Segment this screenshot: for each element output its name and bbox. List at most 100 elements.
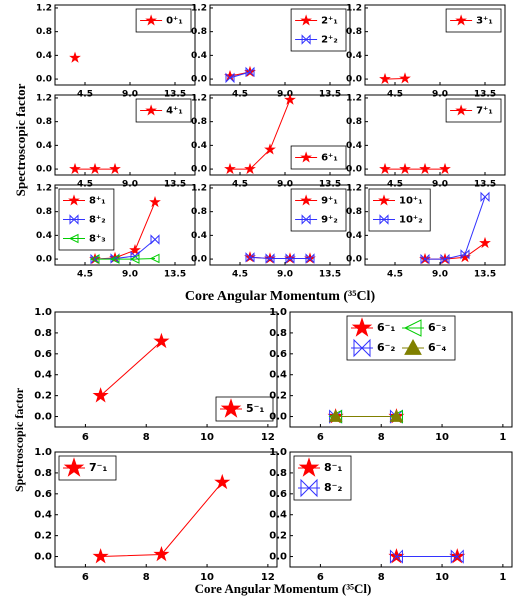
y-tick-label: 0.8: [36, 27, 52, 37]
plot-frame: [54, 184, 196, 266]
y-tick-label: 0.8: [36, 117, 52, 127]
marker-triangle-up: [328, 409, 343, 422]
marker-triangle-left: [68, 233, 79, 244]
x-tick-label: 9.0: [277, 270, 293, 280]
y-tick-label: 0.4: [34, 510, 52, 521]
y-tick-label: 0.2: [269, 391, 287, 402]
marker-cross: [440, 253, 450, 265]
marker-star: [300, 194, 312, 206]
y-tick-label: 0.2: [34, 391, 52, 402]
y-tick-label: 1.2: [346, 3, 362, 13]
legend-box: [135, 8, 192, 33]
legend-box: [293, 455, 352, 501]
plot-frame: [54, 94, 196, 176]
series-line: [100, 481, 223, 558]
y-tick-label: 0.4: [346, 141, 362, 151]
legend-label: 5⁻₁: [246, 402, 264, 415]
y-tick-label: 0.8: [346, 27, 362, 37]
y-tick-label: 0.4: [269, 370, 287, 381]
series-line: [425, 196, 486, 260]
y-tick-label: 0.8: [191, 27, 207, 37]
x-tick-label: 13.5: [474, 270, 496, 280]
plot-frame: [209, 184, 351, 266]
legend-label: 6⁻₃: [428, 321, 446, 334]
y-tick-label: 0.0: [34, 412, 52, 423]
y-tick-label: 0.0: [269, 412, 287, 423]
marker-cross: [305, 253, 315, 264]
marker-star: [300, 151, 312, 163]
series-line: [230, 99, 291, 170]
legend-label: 6⁻₄: [428, 341, 446, 354]
legend-label: 6⁺₁: [321, 153, 338, 164]
y-tick-label: 0.4: [346, 231, 362, 241]
x-tick-label: 8: [378, 572, 385, 583]
x-tick-label: 8: [143, 432, 150, 443]
marker-star: [92, 387, 109, 403]
y-tick-label: 0.4: [191, 141, 207, 151]
marker-star: [109, 162, 121, 175]
y-tick-label: 0.0: [191, 165, 207, 175]
marker-star: [63, 457, 85, 477]
x-tick-label: 6: [317, 572, 324, 583]
x-axis-label: Core Angular Momentum (³⁵Cl): [195, 581, 372, 596]
x-tick-label: 4.5: [387, 270, 403, 280]
x-tick-label: 12: [261, 432, 275, 443]
y-tick-label: 0.2: [34, 531, 52, 542]
x-tick-label: 1: [499, 572, 506, 583]
plot-frame: [289, 451, 513, 568]
marker-star: [379, 72, 391, 85]
series-line: [100, 340, 162, 397]
y-tick-label: 0.8: [346, 117, 362, 127]
plot-frame: [54, 451, 278, 568]
marker-cross: [300, 478, 318, 498]
legend-label: 2⁺₁: [321, 16, 338, 27]
plot-frame: [54, 4, 196, 86]
x-tick-label: 4.5: [77, 270, 93, 280]
marker-cross: [353, 338, 371, 358]
y-tick-label: 0.8: [191, 207, 207, 217]
y-tick-label: 1.2: [191, 183, 207, 193]
y-tick-label: 0.4: [34, 370, 52, 381]
legend-label: 8⁻₁: [324, 461, 342, 474]
y-tick-label: 0.4: [36, 231, 52, 241]
marker-cross: [460, 249, 470, 260]
legend-box: [290, 8, 347, 52]
x-tick-label: 9.0: [432, 270, 448, 280]
marker-triangle-left: [89, 254, 100, 264]
y-tick-label: 0.8: [346, 207, 362, 217]
plot-frame: [289, 311, 513, 428]
marker-triangle-left: [129, 254, 140, 264]
marker-star: [214, 473, 231, 490]
legend-box: [290, 145, 347, 170]
marker-cross: [450, 549, 464, 564]
y-tick-label: 0.8: [191, 117, 207, 127]
legend-label: 8⁻₂: [324, 481, 342, 494]
x-tick-label: 10: [200, 572, 214, 583]
y-tick-label: 0.0: [191, 75, 207, 85]
marker-cross: [285, 253, 295, 264]
marker-star: [378, 194, 390, 206]
marker-cross: [301, 34, 311, 45]
marker-star: [224, 162, 236, 175]
x-tick-label: 12: [261, 572, 275, 583]
marker-cross: [301, 214, 311, 225]
marker-star: [419, 162, 431, 175]
x-tick-label: 6: [82, 572, 89, 583]
y-tick-label: 0.4: [191, 51, 207, 61]
marker-cross: [480, 191, 490, 203]
marker-star: [399, 72, 411, 84]
legend-label: 2⁺₂: [321, 35, 338, 46]
series-line: [95, 257, 156, 260]
marker-star: [379, 162, 391, 175]
legend-box: [445, 98, 502, 123]
y-tick-label: 0.0: [191, 255, 207, 265]
marker-star: [145, 104, 157, 116]
marker-cross: [245, 66, 255, 78]
y-tick-label: 0.4: [36, 141, 52, 151]
legend-label: 8⁺₂: [89, 215, 106, 226]
x-tick-label: 4.5: [232, 270, 248, 280]
x-tick-label: 6: [82, 432, 89, 443]
legend-label: 9⁺₂: [321, 215, 338, 226]
y-tick-label: 1.0: [269, 447, 287, 458]
